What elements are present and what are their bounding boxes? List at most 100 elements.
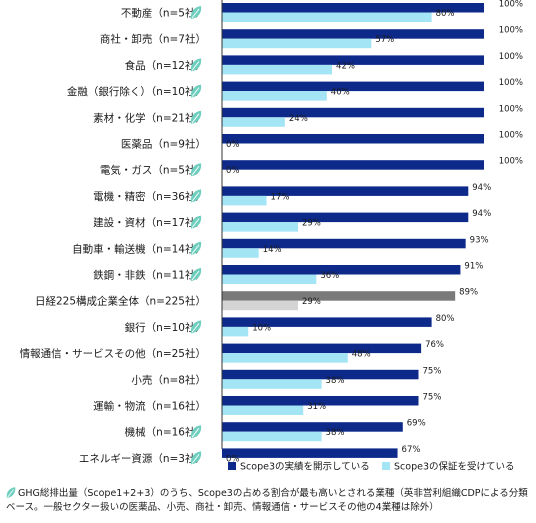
legend-swatch-assured bbox=[382, 462, 390, 470]
value-label-disclosed: 100% bbox=[499, 26, 523, 36]
bar-disclosed bbox=[222, 291, 456, 301]
value-label-disclosed: 100% bbox=[499, 78, 523, 88]
value-label-disclosed: 76% bbox=[425, 340, 444, 350]
bar-disclosed bbox=[222, 369, 419, 380]
value-label-disclosed: 69% bbox=[407, 419, 426, 429]
bar-disclosed bbox=[222, 134, 484, 144]
bar-assured bbox=[222, 379, 322, 389]
category-label: 日経225構成企業全体（n=225社） bbox=[35, 295, 206, 308]
bar-row: 自動車・輸送機（n=14社） 93% 14% bbox=[72, 235, 489, 258]
value-label-disclosed: 75% bbox=[423, 393, 442, 403]
bar-disclosed bbox=[222, 186, 469, 196]
category-label: 建設・資材（n=17社） bbox=[93, 216, 206, 229]
bar-disclosed bbox=[222, 422, 403, 432]
value-label-disclosed: 100% bbox=[499, 52, 523, 62]
value-label-assured: 0% bbox=[226, 140, 240, 150]
bar-row: 医薬品（n=9社） 100% 0% bbox=[121, 131, 523, 151]
category-label: 素材・化学（n=21社） bbox=[93, 111, 206, 124]
bar-disclosed bbox=[222, 265, 461, 275]
bar-row: 金融（銀行除く）（n=10社） 100% 40% bbox=[67, 78, 523, 101]
bar-assured bbox=[222, 248, 259, 258]
value-label-disclosed: 75% bbox=[423, 366, 442, 376]
bar-row: 不動産（n=5社） 100% 80% bbox=[121, 0, 523, 22]
value-label-assured: 31% bbox=[307, 402, 326, 412]
category-label: 電気・ガス（n=5社） bbox=[100, 164, 206, 177]
value-label-assured: 36% bbox=[320, 271, 339, 281]
category-label: 不動産（n=5社） bbox=[121, 7, 206, 20]
value-label-assured: 0% bbox=[226, 166, 240, 176]
bar-row: 食品（n=12社） 100% 42% bbox=[125, 52, 523, 75]
category-label: 電機・精密（n=36社） bbox=[93, 190, 206, 203]
bar-row: 情報通信・サービスその他（n=25社） 76% 48% bbox=[20, 340, 444, 363]
bar-chart: 不動産（n=5社） 100% 80% 商社・卸売（n=7社） 100% 57% 食品（n=1… bbox=[20, 0, 523, 473]
category-label: 運輸・物流（n=16社） bbox=[93, 400, 206, 413]
value-label-assured: 80% bbox=[436, 9, 455, 19]
bar-row: 鉄鋼・非鉄（n=11社） 91% 36% bbox=[93, 262, 483, 284]
value-label-assured: 17% bbox=[271, 192, 290, 202]
footnote-text: GHG総排出量（Scope1+2+3）のうち、Scope3の占める割合が最も高い… bbox=[6, 488, 528, 513]
value-label-assured: 24% bbox=[289, 114, 308, 124]
bar-row: 運輸・物流（n=16社） 75% 31% bbox=[93, 393, 442, 415]
bar-assured bbox=[222, 195, 267, 206]
value-label-assured: 42% bbox=[336, 61, 355, 71]
value-label-disclosed: 93% bbox=[470, 235, 489, 245]
category-label: 食品（n=12社） bbox=[125, 59, 206, 72]
bar-row: 電気・ガス（n=5社） 100% 0% bbox=[100, 157, 523, 177]
category-label: エネルギー資源（n=3社） bbox=[79, 452, 206, 465]
category-label: 小売（n=8社） bbox=[131, 373, 206, 386]
value-label-assured: 38% bbox=[326, 428, 345, 438]
bar-disclosed bbox=[222, 238, 466, 249]
bar-disclosed bbox=[222, 343, 422, 354]
bar-row: 商社・卸売（n=7社） 100% 57% bbox=[100, 26, 523, 49]
bar-row: 機械（n=16社） 69% 38% bbox=[125, 419, 426, 442]
value-label-disclosed: 100% bbox=[499, 104, 523, 114]
value-label-assured: 57% bbox=[375, 35, 394, 45]
legend: Scope3の実績を開示している Scope3の保証を受けている bbox=[228, 461, 515, 473]
value-label-assured: 0% bbox=[226, 454, 240, 464]
value-label-disclosed: 94% bbox=[472, 209, 491, 219]
category-label: 機械（n=16社） bbox=[125, 426, 206, 439]
value-label-assured: 38% bbox=[326, 376, 345, 386]
value-label-assured: 29% bbox=[302, 219, 321, 229]
bar-assured bbox=[222, 91, 327, 101]
bar-disclosed bbox=[222, 317, 432, 327]
bar-assured bbox=[222, 38, 372, 49]
bar-disclosed bbox=[222, 55, 484, 65]
category-label: 医薬品（n=9社） bbox=[121, 138, 206, 151]
category-label: 金融（銀行除く）（n=10社） bbox=[67, 85, 206, 98]
value-label-disclosed: 100% bbox=[499, 157, 523, 167]
value-label-disclosed: 91% bbox=[464, 262, 483, 272]
value-label-disclosed: 100% bbox=[499, 131, 523, 141]
bar-assured bbox=[222, 64, 333, 75]
bar-row: 素材・化学（n=21社） 100% 24% bbox=[93, 104, 523, 127]
legend-swatch-disclosed bbox=[228, 462, 236, 470]
value-label-disclosed: 67% bbox=[402, 445, 421, 455]
bar-disclosed bbox=[222, 160, 484, 170]
value-label-assured: 29% bbox=[302, 297, 321, 307]
bar-disclosed bbox=[222, 212, 469, 223]
bar-disclosed bbox=[222, 29, 484, 39]
bar-row: 銀行（n=10社） 80% 10% bbox=[125, 314, 455, 337]
bar-disclosed bbox=[222, 81, 484, 92]
value-label-assured: 10% bbox=[252, 323, 271, 333]
bar-disclosed bbox=[222, 107, 484, 118]
bar-assured bbox=[222, 300, 298, 311]
leaf-icon bbox=[6, 486, 16, 499]
bar-row: 電機・精密（n=36社） 94% 17% bbox=[93, 183, 491, 206]
bar-assured bbox=[222, 274, 317, 284]
value-label-assured: 40% bbox=[331, 88, 350, 98]
value-label-disclosed: 89% bbox=[459, 288, 478, 298]
bar-disclosed bbox=[222, 448, 398, 458]
bar-row: 小売（n=8社） 75% 38% bbox=[131, 366, 441, 389]
bar-row: 日経225構成企業全体（n=225社） 89% 29% bbox=[35, 288, 478, 311]
category-label: 銀行（n=10社） bbox=[125, 321, 206, 334]
bar-row: エネルギー資源（n=3社） 67% 0% bbox=[79, 445, 421, 465]
bar-assured bbox=[222, 117, 285, 127]
category-label: 情報通信・サービスその他（n=25社） bbox=[20, 347, 206, 360]
value-label-disclosed: 100% bbox=[499, 0, 523, 10]
legend-label-assured: Scope3の保証を受けている bbox=[394, 461, 515, 473]
bar-assured bbox=[222, 405, 304, 415]
bar-assured bbox=[222, 431, 322, 442]
legend-label-disclosed: Scope3の実績を開示している bbox=[240, 461, 370, 473]
bar-assured bbox=[222, 326, 249, 337]
